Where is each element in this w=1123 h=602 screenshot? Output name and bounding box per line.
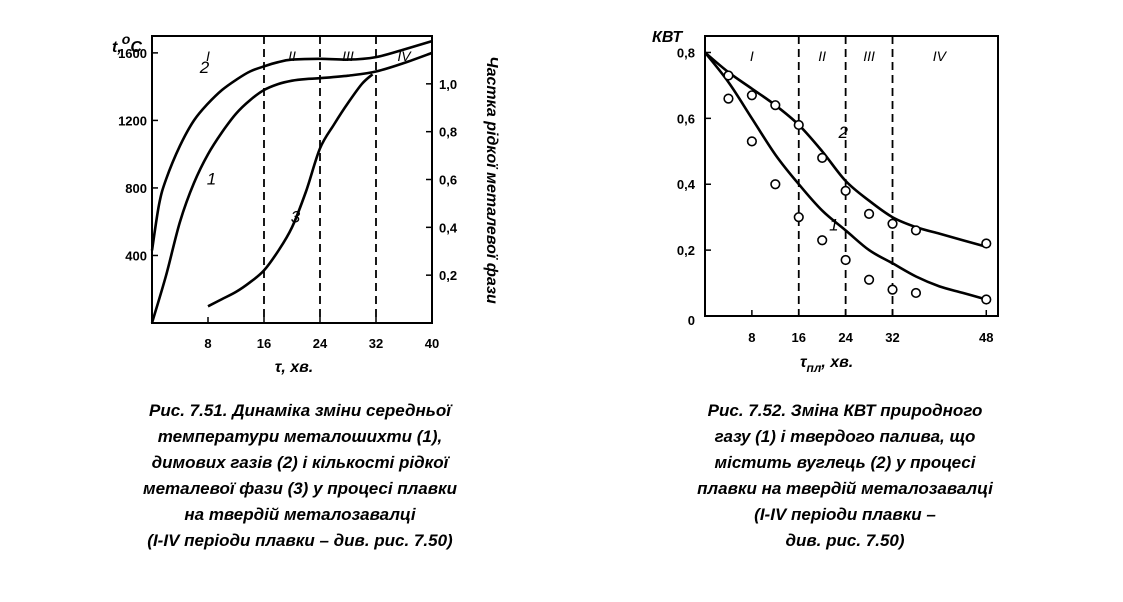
y2-axis-label: Частка рідкої металевої фази	[483, 56, 500, 304]
data-point-1	[840, 254, 851, 266]
x-tick-label: 24	[838, 330, 853, 345]
curve-label-1: 1	[829, 215, 838, 234]
caption-line: див. рис. 7.50)	[785, 531, 905, 550]
data-point-2	[723, 70, 734, 81]
data-point-1	[723, 93, 734, 104]
data-point-2	[981, 238, 992, 249]
x-tick-label: 16	[257, 336, 271, 351]
caption-line: містить вуглець (2) у процесі	[714, 453, 976, 472]
caption-line: димових газів (2) і кількості рідкої	[151, 453, 449, 472]
x-tick-label: 32	[885, 330, 899, 345]
y-tick-label: 0,6	[677, 111, 695, 126]
x-tick-label: 8	[748, 330, 755, 345]
data-point-1	[793, 212, 804, 223]
caption-figure-7-51: Рис. 7.51. Динаміка зміни середньої темп…	[50, 398, 550, 554]
y2-tick-label: 0,2	[439, 268, 457, 283]
y-tick-label: 0,4	[677, 177, 696, 192]
caption-figure-7-52: Рис. 7.52. Зміна КВТ природного газу (1)…	[605, 398, 1085, 554]
y-tick-label: 1600	[118, 46, 147, 61]
period-label: II	[818, 48, 826, 64]
series-curve-2	[704, 51, 987, 249]
x-tick-label: 32	[369, 336, 383, 351]
data-point-1	[746, 136, 757, 147]
caption-line: Рис. 7.51. Динаміка зміни середньої	[149, 401, 451, 420]
data-point-1	[863, 274, 875, 285]
curve-label-2: 2	[838, 123, 849, 142]
data-point-2	[910, 225, 922, 236]
y-tick-label: 0,8	[677, 45, 695, 60]
curve-label-1: 1	[207, 170, 216, 189]
data-point-2	[887, 218, 898, 229]
y-tick-label: 0,2	[677, 243, 695, 258]
period-label: I	[206, 48, 210, 64]
data-point-2	[793, 119, 804, 131]
curve-label-3: 3	[291, 208, 301, 227]
data-point-1	[910, 287, 922, 299]
data-point-2	[746, 90, 757, 101]
y-tick-label: 400	[125, 248, 147, 263]
caption-line: металевої фази (3) у процесі плавки	[143, 479, 457, 498]
series-curve-1	[703, 51, 987, 301]
plot-frame	[704, 35, 999, 317]
series-curve-1	[150, 51, 433, 324]
y-axis-label: t,oC	[112, 31, 142, 56]
y-tick-label: 1200	[118, 113, 147, 128]
data-point-1	[770, 179, 781, 190]
x-tick-label: 40	[425, 336, 439, 351]
data-point-1	[817, 235, 828, 246]
x-tick-label: 8	[204, 336, 211, 351]
y2-tick-label: 0,8	[439, 125, 457, 140]
y2-tick-label: 1,0	[439, 77, 457, 92]
x-axis-label: τпл, хв.	[800, 354, 853, 375]
plot-frame	[151, 35, 433, 324]
x-axis-label: τ, хв.	[275, 359, 313, 376]
x-tick-label: 24	[313, 336, 328, 351]
data-point-1	[981, 294, 992, 305]
data-point-2	[817, 152, 828, 163]
data-point-2	[770, 100, 781, 111]
period-label: II	[288, 48, 296, 64]
series-curve-3	[207, 73, 374, 308]
caption-line: плавки на твердій металозавалці	[697, 479, 993, 498]
data-point-2	[863, 208, 875, 219]
caption-line: газу (1) і твердого палива, що	[714, 427, 976, 446]
y-axis-label: КВТ	[652, 29, 683, 46]
y-tick-label: 0	[688, 313, 695, 328]
period-label: IV	[933, 48, 948, 64]
y2-tick-label: 0,4	[439, 220, 458, 235]
y-tick-label: 800	[125, 181, 147, 196]
x-tick-label: 16	[792, 330, 806, 345]
caption-line: (I-IV періоди плавки –	[754, 505, 936, 524]
period-label: IV	[397, 48, 412, 64]
data-point-1	[887, 284, 898, 295]
caption-line: Рис. 7.52. Зміна КВТ природного	[707, 401, 983, 420]
caption-line: на твердій металозавалці	[184, 505, 416, 524]
period-label: III	[863, 48, 875, 64]
data-point-2	[840, 185, 851, 196]
period-label: III	[342, 48, 354, 64]
caption-line: (I-IV періоди плавки – див. рис. 7.50)	[147, 531, 453, 550]
series-curve-2	[150, 39, 433, 251]
period-label: I	[750, 48, 754, 64]
caption-line: температури металошихти (1),	[157, 427, 443, 446]
x-tick-label: 48	[979, 330, 993, 345]
curve-label-2: 2	[199, 58, 210, 77]
y2-tick-label: 0,6	[439, 173, 457, 188]
